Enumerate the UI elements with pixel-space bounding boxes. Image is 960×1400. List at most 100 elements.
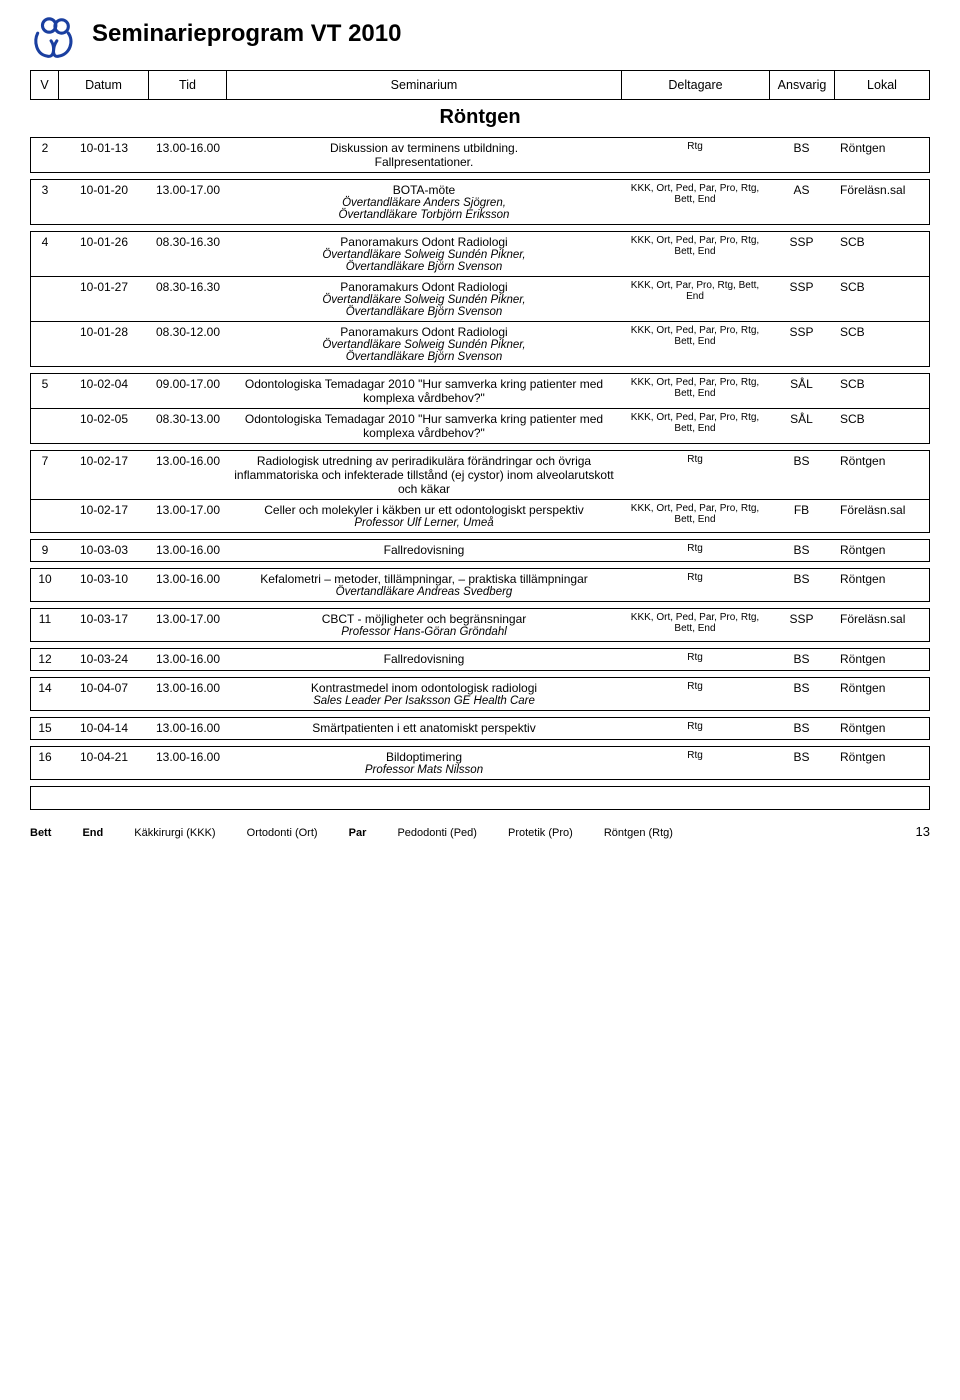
schedule-block: 510-02-0409.00-17.00Odontologiska Temada…: [30, 373, 930, 444]
cell-v: 3: [31, 180, 59, 224]
cell-v: 4: [31, 232, 59, 276]
cell-responsible: AS: [769, 180, 834, 224]
cell-seminar: CBCT - möjligheter och begränsningarProf…: [227, 609, 621, 641]
schedule-block: 210-01-1313.00-16.00Diskussion av termin…: [30, 137, 930, 173]
table-row: 1110-03-1713.00-17.00CBCT - möjligheter …: [31, 609, 929, 642]
cell-responsible: BS: [769, 451, 834, 499]
cell-tid: 13.00-16.00: [149, 451, 227, 499]
cell-date: 10-02-04: [59, 374, 149, 408]
cell-responsible: FB: [769, 500, 834, 532]
cell-tid: 13.00-16.00: [149, 569, 227, 601]
cell-date: 10-02-17: [59, 500, 149, 532]
cell-date: 10-01-13: [59, 138, 149, 172]
empty-block: [30, 786, 930, 810]
schedule-block: 410-01-2608.30-16.30Panoramakurs Odont R…: [30, 231, 930, 367]
cell-v: 7: [31, 451, 59, 499]
section-title: Röntgen: [30, 106, 930, 129]
table-row: 1610-04-2113.00-16.00BildoptimeringProfe…: [31, 747, 929, 780]
cell-responsible: SÅL: [769, 374, 834, 408]
cell-v: 14: [31, 678, 59, 710]
col-ans: Ansvarig: [769, 71, 834, 99]
cell-v: 2: [31, 138, 59, 172]
table-row: 1210-03-2413.00-16.00FallredovisningRtgB…: [31, 649, 929, 671]
cell-date: 10-01-28: [59, 322, 149, 366]
col-lok: Lokal: [834, 71, 929, 99]
cell-date: 10-01-26: [59, 232, 149, 276]
table-row: 1010-03-1013.00-16.00Kefalometri – metod…: [31, 569, 929, 602]
page-header: Seminarieprogram VT 2010: [30, 14, 930, 60]
cell-tid: 13.00-16.00: [149, 678, 227, 710]
cell-responsible: BS: [769, 569, 834, 601]
cell-v: [31, 500, 59, 532]
column-headers: V Datum Tid Seminarium Deltagare Ansvari…: [30, 70, 930, 100]
cell-v: 11: [31, 609, 59, 641]
cell-v: [31, 277, 59, 321]
cell-tid: 13.00-16.00: [149, 718, 227, 739]
cell-participants: Rtg: [621, 678, 769, 710]
cell-tid: 13.00-16.00: [149, 138, 227, 172]
cell-room: Föreläsn.sal: [834, 180, 929, 224]
page-number: 13: [916, 824, 930, 839]
cell-participants: KKK, Ort, Ped, Par, Pro, Rtg, Bett, End: [621, 609, 769, 641]
table-row: 10-02-1713.00-17.00Celler och molekyler …: [31, 500, 929, 533]
cell-participants: KKK, Ort, Ped, Par, Pro, Rtg, Bett, End: [621, 409, 769, 443]
cell-v: 10: [31, 569, 59, 601]
cell-participants: KKK, Ort, Par, Pro, Rtg, Bett, End: [621, 277, 769, 321]
cell-seminar: Smärtpatienten i ett anatomiskt perspekt…: [227, 718, 621, 739]
cell-seminar: Diskussion av terminens utbildning.Fallp…: [227, 138, 621, 172]
schedule-block: 1510-04-1413.00-16.00Smärtpatienten i et…: [30, 717, 930, 740]
col-tid: Tid: [148, 71, 226, 99]
cell-date: 10-02-05: [59, 409, 149, 443]
table-row: 1410-04-0713.00-16.00Kontrastmedel inom …: [31, 678, 929, 711]
col-date: Datum: [58, 71, 148, 99]
cell-responsible: SSP: [769, 322, 834, 366]
cell-tid: 08.30-16.30: [149, 277, 227, 321]
table-row: 10-01-2808.30-12.00Panoramakurs Odont Ra…: [31, 322, 929, 367]
cell-responsible: BS: [769, 718, 834, 739]
cell-seminar: BOTA-möteÖvertandläkare Anders Sjögren,Ö…: [227, 180, 621, 224]
cell-room: Röntgen: [834, 747, 929, 779]
cell-room: Röntgen: [834, 649, 929, 670]
cell-v: [31, 409, 59, 443]
cell-participants: KKK, Ort, Ped, Par, Pro, Rtg, Bett, End: [621, 180, 769, 224]
cell-responsible: BS: [769, 540, 834, 561]
cell-responsible: BS: [769, 678, 834, 710]
logo-icon: [30, 14, 76, 60]
schedule-block: 910-03-0313.00-16.00FallredovisningRtgBS…: [30, 539, 930, 562]
col-del: Deltagare: [621, 71, 769, 99]
table-row: 910-03-0313.00-16.00FallredovisningRtgBS…: [31, 540, 929, 562]
cell-v: [31, 322, 59, 366]
schedule-block: 710-02-1713.00-16.00Radiologisk utrednin…: [30, 450, 930, 533]
schedule-block: 1410-04-0713.00-16.00Kontrastmedel inom …: [30, 677, 930, 711]
cell-v: 12: [31, 649, 59, 670]
schedule-blocks: 210-01-1313.00-16.00Diskussion av termin…: [30, 137, 930, 780]
cell-date: 10-01-27: [59, 277, 149, 321]
cell-tid: 13.00-17.00: [149, 500, 227, 532]
cell-date: 10-04-14: [59, 718, 149, 739]
cell-responsible: SSP: [769, 277, 834, 321]
schedule-block: 1110-03-1713.00-17.00CBCT - möjligheter …: [30, 608, 930, 642]
cell-room: SCB: [834, 232, 929, 276]
cell-room: Föreläsn.sal: [834, 500, 929, 532]
cell-v: 16: [31, 747, 59, 779]
cell-tid: 13.00-16.00: [149, 540, 227, 561]
cell-participants: Rtg: [621, 649, 769, 670]
cell-room: Röntgen: [834, 678, 929, 710]
table-row: 10-02-0508.30-13.00Odontologiska Temadag…: [31, 409, 929, 444]
cell-tid: 09.00-17.00: [149, 374, 227, 408]
cell-participants: KKK, Ort, Ped, Par, Pro, Rtg, Bett, End: [621, 500, 769, 532]
cell-room: SCB: [834, 374, 929, 408]
cell-room: Röntgen: [834, 569, 929, 601]
cell-tid: 13.00-16.00: [149, 747, 227, 779]
cell-seminar: Kefalometri – metoder, tillämpningar, – …: [227, 569, 621, 601]
cell-tid: 08.30-13.00: [149, 409, 227, 443]
cell-v: 5: [31, 374, 59, 408]
cell-participants: KKK, Ort, Ped, Par, Pro, Rtg, Bett, End: [621, 232, 769, 276]
cell-seminar: Kontrastmedel inom odontologisk radiolog…: [227, 678, 621, 710]
cell-v: 15: [31, 718, 59, 739]
cell-room: Röntgen: [834, 138, 929, 172]
cell-room: SCB: [834, 409, 929, 443]
cell-participants: Rtg: [621, 569, 769, 601]
table-row: 210-01-1313.00-16.00Diskussion av termin…: [31, 138, 929, 173]
cell-seminar: Odontologiska Temadagar 2010 "Hur samver…: [227, 374, 621, 408]
